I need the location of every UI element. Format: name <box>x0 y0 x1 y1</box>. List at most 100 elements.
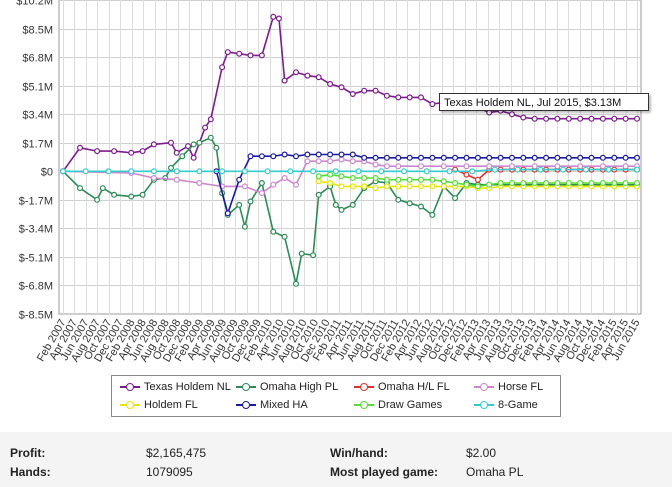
data-point-texas-holdem-nl <box>219 64 226 71</box>
data-point-draw-games <box>622 180 629 187</box>
data-point-texas-holdem-nl <box>247 52 254 59</box>
data-point-holdem-fl <box>338 183 345 190</box>
data-point-mixed-ha <box>304 151 311 158</box>
data-point-8-game <box>423 168 430 175</box>
legend-swatch <box>474 382 494 392</box>
data-point-horse-fl <box>281 175 288 182</box>
legend-item-draw-games[interactable]: Draw Games <box>354 398 442 412</box>
data-point-omaha-high-pl <box>452 195 459 202</box>
data-point-draw-games <box>361 175 368 182</box>
data-point-texas-holdem-nl <box>372 87 379 94</box>
legend-label: Mixed HA <box>260 399 308 411</box>
data-point-draw-games <box>440 178 447 185</box>
data-point-texas-holdem-nl <box>543 115 550 122</box>
data-point-draw-games <box>418 176 425 183</box>
data-point-8-game <box>128 168 135 175</box>
win-hand-value: $2.00 <box>466 446 497 460</box>
data-point-8-game <box>241 168 248 175</box>
legend-item-texas-holdem-nl[interactable]: Texas Holdem NL <box>120 380 231 394</box>
data-point-mixed-ha <box>554 154 561 161</box>
data-point-horse-fl <box>418 163 425 170</box>
data-point-mixed-ha <box>543 154 550 161</box>
data-point-omaha-high-pl <box>270 228 277 235</box>
data-point-omaha-high-pl <box>128 193 135 200</box>
y-tick-label: $-1.7M <box>19 196 53 208</box>
data-point-mixed-ha <box>361 154 368 161</box>
data-point-draw-games <box>429 176 436 183</box>
data-point-draw-games <box>474 183 481 190</box>
data-point-mixed-ha <box>327 151 334 158</box>
data-point-horse-fl <box>173 176 180 183</box>
data-point-8-game <box>605 166 612 173</box>
data-point-texas-holdem-nl <box>531 115 538 122</box>
data-point-omaha-h-l-fl <box>463 171 470 178</box>
data-point-8-game <box>378 168 385 175</box>
data-point-holdem-fl <box>395 183 402 190</box>
data-point-texas-holdem-nl <box>633 115 640 122</box>
data-point-texas-holdem-nl <box>418 94 425 101</box>
data-point-mixed-ha <box>372 154 379 161</box>
data-point-omaha-high-pl <box>139 191 146 198</box>
data-point-draw-games <box>497 180 504 187</box>
data-point-8-game <box>196 168 203 175</box>
data-point-8-game <box>537 166 544 173</box>
legend-item-horse-fl[interactable]: Horse FL <box>474 380 543 394</box>
data-point-horse-fl <box>395 163 402 170</box>
data-point-texas-holdem-nl <box>139 148 146 155</box>
data-point-mixed-ha <box>474 154 481 161</box>
legend-swatch <box>236 400 256 410</box>
data-point-draw-games <box>383 176 390 183</box>
data-point-8-game <box>332 168 339 175</box>
win-hand-label: Win/hand: <box>330 446 388 460</box>
data-point-texas-holdem-nl <box>293 69 300 76</box>
data-point-horse-fl <box>327 158 334 165</box>
data-point-texas-holdem-nl <box>190 154 197 161</box>
data-point-texas-holdem-nl <box>338 84 345 91</box>
hands-label: Hands: <box>10 465 51 479</box>
data-point-omaha-high-pl <box>236 201 243 208</box>
data-point-texas-holdem-nl <box>185 143 192 150</box>
legend-item-holdem-fl[interactable]: Holdem FL <box>120 398 198 412</box>
data-point-horse-fl <box>509 163 516 170</box>
data-point-mixed-ha <box>258 153 265 160</box>
data-point-8-game <box>287 168 294 175</box>
y-tick-label: $1.7M <box>22 139 53 151</box>
data-point-mixed-ha <box>383 154 390 161</box>
data-point-texas-holdem-nl <box>406 94 413 101</box>
legend-item-mixed-ha[interactable]: Mixed HA <box>236 398 308 412</box>
data-point-draw-games <box>531 180 538 187</box>
data-point-holdem-fl <box>440 183 447 190</box>
data-point-draw-games <box>588 180 595 187</box>
data-point-omaha-high-pl <box>281 233 288 240</box>
data-point-horse-fl <box>270 181 277 188</box>
data-point-omaha-high-pl <box>293 280 300 287</box>
legend-item-omaha-high-pl[interactable]: Omaha High PL <box>236 380 338 394</box>
data-point-mixed-ha <box>418 154 425 161</box>
legend-item-8-game[interactable]: 8-Game <box>474 398 538 412</box>
data-point-texas-holdem-nl <box>383 92 390 99</box>
data-point-draw-games <box>349 175 356 182</box>
line-chart: $10.2M $8.5M $6.8M $5.1M $3.4M $1.7M $0 $-1.7M $… <box>16 0 643 364</box>
data-point-mixed-ha <box>611 154 618 161</box>
data-point-mixed-ha <box>520 154 527 161</box>
data-point-draw-games <box>520 180 527 187</box>
data-point-omaha-high-pl <box>315 191 322 198</box>
data-point-texas-holdem-nl <box>236 50 243 57</box>
data-point-mixed-ha <box>270 153 277 160</box>
data-point-horse-fl <box>150 175 157 182</box>
data-point-omaha-high-pl <box>298 250 305 257</box>
data-point-mixed-ha <box>463 154 470 161</box>
data-point-omaha-high-pl <box>94 196 101 203</box>
data-point-horse-fl <box>486 163 493 170</box>
legend-item-omaha-hl-fl[interactable]: Omaha H/L FL <box>354 380 450 394</box>
data-point-texas-holdem-nl <box>429 101 436 108</box>
data-point-horse-fl <box>196 180 203 187</box>
data-point-draw-games <box>509 180 516 187</box>
data-point-mixed-ha <box>486 154 493 161</box>
data-point-texas-holdem-nl <box>349 90 356 97</box>
data-point-8-game <box>401 168 408 175</box>
data-point-texas-holdem-nl <box>577 115 584 122</box>
data-point-draw-games <box>486 181 493 188</box>
data-point-mixed-ha <box>565 154 572 161</box>
data-point-horse-fl <box>258 190 265 197</box>
